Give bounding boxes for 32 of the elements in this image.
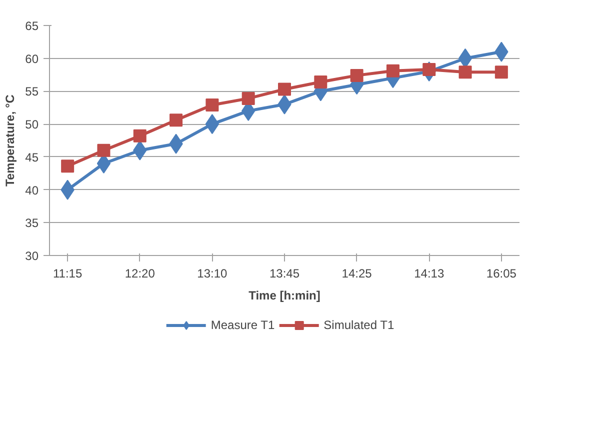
legend-label: Simulated T1	[324, 318, 394, 332]
point	[170, 114, 183, 127]
y-tick-label: 50	[25, 118, 39, 132]
point	[242, 92, 255, 105]
legend-label: Measure T1	[210, 318, 275, 332]
x-tick-label: 11:15	[53, 266, 82, 280]
y-tick-label: 60	[25, 52, 39, 66]
x-tick-label: 12:20	[124, 266, 156, 280]
point	[386, 64, 400, 78]
point	[97, 144, 110, 157]
point	[206, 98, 219, 112]
y-axis-title: Temperature, °C	[3, 94, 18, 186]
x-tick-label: 13:10	[197, 266, 228, 280]
y-tick-label: 65	[25, 19, 39, 33]
y-tick-label: 35	[25, 216, 39, 230]
point	[61, 160, 74, 173]
y-tick-label: 30	[25, 249, 39, 263]
x-tick-label: 13:45	[269, 266, 300, 280]
point	[494, 66, 508, 79]
x-tick-label: 14:25	[342, 266, 372, 280]
y-tick-label: 45	[25, 150, 39, 164]
point	[314, 76, 328, 89]
point	[205, 114, 220, 134]
point	[458, 66, 472, 79]
x-axis-title: Time [h:min]	[248, 288, 320, 302]
y-tick-label: 55	[25, 84, 39, 99]
point	[278, 82, 291, 96]
y-tick-label: 40	[25, 183, 39, 198]
x-tick-label: 16:05	[486, 266, 517, 280]
point	[350, 68, 364, 82]
x-tick-label: 14:13	[414, 266, 444, 280]
point	[133, 129, 146, 142]
